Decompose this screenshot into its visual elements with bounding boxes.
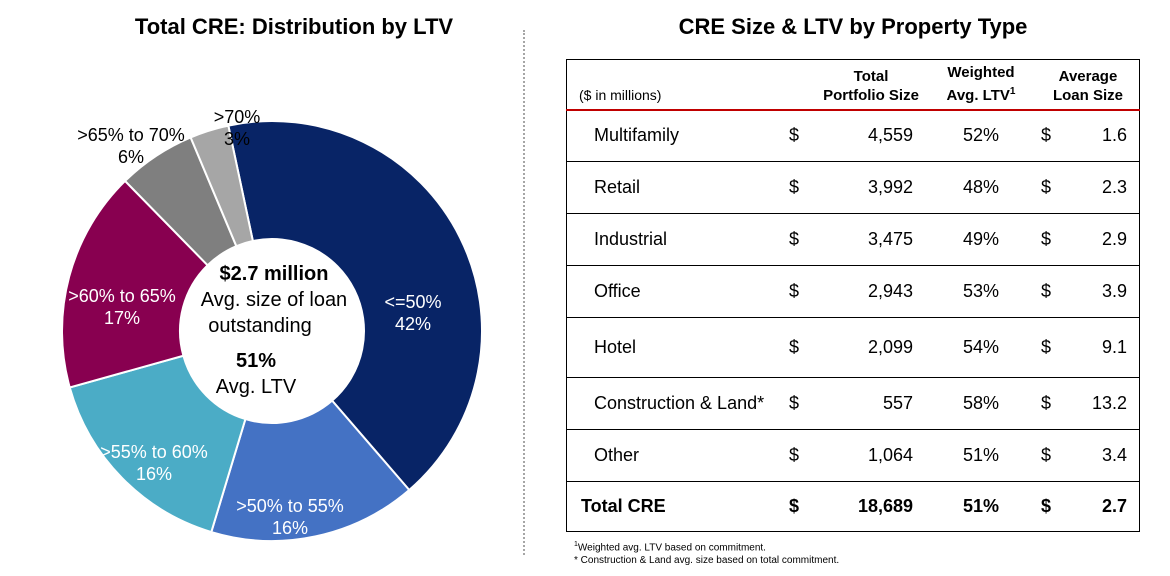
slice-value-label: 6% xyxy=(118,147,144,167)
slice-category-label: >50% to 55% xyxy=(236,496,344,516)
total-avg-loan-size: 2.7 xyxy=(1077,481,1140,532)
portfolio-size: 3,992 xyxy=(817,161,925,214)
table-row: Industrial $ 3,475 49% $ 2.9 xyxy=(566,213,1140,266)
table-title: CRE Size & LTV by Property Type xyxy=(678,14,1028,39)
currency-symbol: $ xyxy=(1037,429,1077,482)
total-label: Total CRE xyxy=(566,481,785,532)
currency-symbol: $ xyxy=(1037,109,1077,162)
currency-symbol: $ xyxy=(785,317,817,378)
slice-category-label: <=50% xyxy=(384,292,441,312)
avg-loan-size: 9.1 xyxy=(1077,317,1140,378)
weighted-ltv: 54% xyxy=(925,317,1037,378)
header-units: ($ in millions) xyxy=(579,86,662,103)
slice-category-label: >60% to 65% xyxy=(68,286,176,306)
currency-symbol: $ xyxy=(785,109,817,162)
property-type: Hotel xyxy=(566,317,785,378)
portfolio-size: 3,475 xyxy=(817,213,925,266)
portfolio-size: 557 xyxy=(817,377,925,430)
currency-symbol: $ xyxy=(1037,265,1077,318)
weighted-ltv: 52% xyxy=(925,109,1037,162)
table-row: Hotel $ 2,099 54% $ 9.1 xyxy=(566,317,1140,378)
currency-symbol: $ xyxy=(785,161,817,214)
footnote-construction: * Construction & Land avg. size based on… xyxy=(574,555,840,566)
property-type: Office xyxy=(566,265,785,318)
slice-category-label: >55% to 60% xyxy=(100,442,208,462)
total-portfolio-size: 18,689 xyxy=(817,481,925,532)
header-portfolio-size: Total Portfolio Size xyxy=(823,67,919,104)
slice-value-label: 42% xyxy=(395,314,431,334)
donut-hole xyxy=(180,239,364,423)
table-row: Retail $ 3,992 48% $ 2.3 xyxy=(566,161,1140,214)
currency-symbol: $ xyxy=(1037,161,1077,214)
center-avg-ltv-value: 51% xyxy=(236,350,276,372)
donut-center-text: $2.7 million Avg. size of loan outstandi… xyxy=(201,263,347,398)
avg-loan-size: 2.3 xyxy=(1077,161,1140,214)
footnote-ltv: 1Weighted avg. LTV based on commitment. xyxy=(574,541,766,554)
avg-loan-size: 3.9 xyxy=(1077,265,1140,318)
ltv-donut-chart: <=50%42%>50% to 55%16%>55% to 60%16%>60%… xyxy=(61,107,483,542)
table-row: Construction & Land* $ 557 58% $ 13.2 xyxy=(566,377,1140,430)
slice-category-label: >65% to 70% xyxy=(77,125,185,145)
avg-loan-size: 3.4 xyxy=(1077,429,1140,482)
slice-category-label: >70% xyxy=(214,107,261,127)
weighted-ltv: 49% xyxy=(925,213,1037,266)
donut-slice-2 xyxy=(210,399,411,542)
currency-symbol: $ xyxy=(1037,213,1077,266)
portfolio-size: 2,099 xyxy=(817,317,925,378)
currency-symbol: $ xyxy=(785,213,817,266)
donut-chart-title: Total CRE: Distribution by LTV xyxy=(134,14,454,39)
weighted-ltv: 58% xyxy=(925,377,1037,430)
avg-loan-size: 13.2 xyxy=(1077,377,1140,430)
table-row: Office $ 2,943 53% $ 3.9 xyxy=(566,265,1140,318)
table-row: Multifamily $ 4,559 52% $ 1.6 xyxy=(566,109,1140,162)
header-avg-loan-size: Average Loan Size xyxy=(1052,67,1123,104)
currency-symbol: $ xyxy=(1037,377,1077,430)
currency-symbol: $ xyxy=(1037,317,1077,378)
slice-value-label: 17% xyxy=(104,308,140,328)
section-divider xyxy=(523,30,525,555)
currency-symbol: $ xyxy=(1037,481,1077,532)
cre-property-type-table: ($ in millions) Total Portfolio Size Weig… xyxy=(566,59,1140,532)
avg-loan-size: 2.9 xyxy=(1077,213,1140,266)
currency-symbol: $ xyxy=(785,481,817,532)
slice-value-label: 3% xyxy=(224,129,250,149)
total-weighted-ltv: 51% xyxy=(925,481,1037,532)
currency-symbol: $ xyxy=(785,265,817,318)
avg-loan-size: 1.6 xyxy=(1077,109,1140,162)
property-type: Multifamily xyxy=(566,109,785,162)
property-type: Industrial xyxy=(566,213,785,266)
currency-symbol: $ xyxy=(785,429,817,482)
table-row: Other $ 1,064 51% $ 3.4 xyxy=(566,429,1140,482)
table-total-row: Total CRE $ 18,689 51% $ 2.7 xyxy=(566,481,1140,532)
slice-value-label: 16% xyxy=(272,518,308,538)
header-blank xyxy=(785,60,817,110)
center-avg-loan-label: Avg. size of loan xyxy=(201,289,347,311)
property-type: Other xyxy=(566,429,785,482)
center-avg-loan-size: $2.7 million xyxy=(220,263,329,285)
weighted-ltv: 53% xyxy=(925,265,1037,318)
header-weighted-ltv: Weighted Avg. LTV1 xyxy=(946,63,1016,104)
center-outstanding-label: outstanding xyxy=(208,315,311,337)
property-type: Construction & Land* xyxy=(566,377,785,430)
property-type: Retail xyxy=(566,161,785,214)
portfolio-size: 1,064 xyxy=(817,429,925,482)
slice-value-label: 16% xyxy=(136,464,172,484)
center-avg-ltv-label: Avg. LTV xyxy=(216,376,297,398)
table-header-row: ($ in millions) Total Portfolio Size Weig… xyxy=(566,60,1140,110)
portfolio-size: 2,943 xyxy=(817,265,925,318)
weighted-ltv: 51% xyxy=(925,429,1037,482)
currency-symbol: $ xyxy=(785,377,817,430)
portfolio-size: 4,559 xyxy=(817,109,925,162)
weighted-ltv: 48% xyxy=(925,161,1037,214)
